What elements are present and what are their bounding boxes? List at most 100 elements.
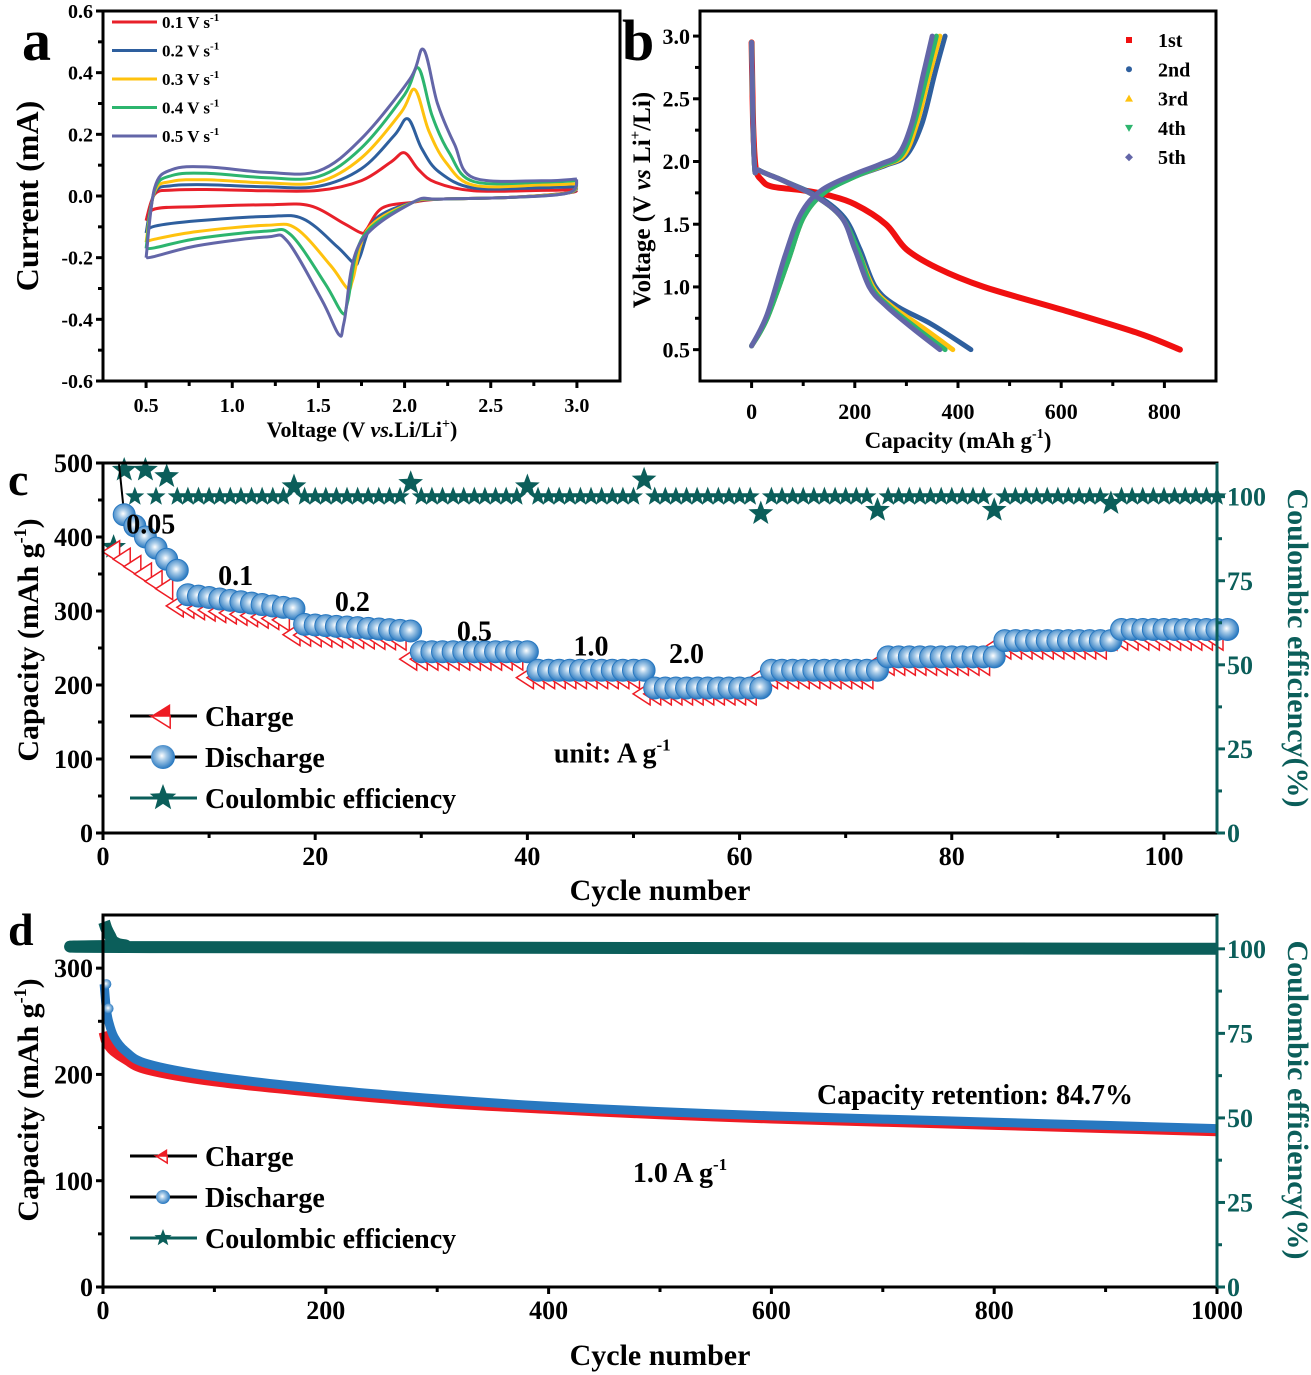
panel-c-y2-ticks: 0 25 50 75 100: [1217, 483, 1266, 848]
ce-star-point: [326, 486, 346, 505]
ce-star-point: [411, 486, 431, 505]
panel-d-legend: Charge Discharge Coulombic efficiency: [130, 1142, 456, 1255]
y2-tick-label: 0: [1227, 1273, 1240, 1302]
ce-star-point: [231, 486, 251, 505]
panel-d-y-axis-label: Capacity (mAh g-1): [10, 978, 45, 1221]
ce-star-point: [1154, 486, 1174, 505]
rate-label: 0.05: [126, 509, 175, 540]
legend-label-3rd: 3rd: [1158, 89, 1188, 111]
x-tick-label: 2.5: [478, 395, 503, 417]
ce-star-point: [146, 486, 166, 505]
ce-star-point: [433, 486, 452, 505]
y-tick-label: 0.6: [68, 1, 93, 23]
y-tick-label: 100: [54, 1167, 93, 1196]
x-tick-label: 0: [746, 399, 757, 424]
panel-c-y-ticks: 0 100 200 300 400 500: [54, 449, 103, 848]
x-tick-label: 400: [529, 1296, 568, 1325]
ce-star-point: [1186, 486, 1206, 505]
ce-star-point: [549, 486, 569, 505]
panel-a-x-axis-label: Voltage (V vs.Li/Li+): [267, 417, 458, 442]
y2-tick-label: 100: [1227, 935, 1266, 964]
panel-c-legend: Charge Discharge Coulombic efficiency: [130, 702, 456, 815]
ce-star-point: [220, 486, 240, 505]
panel-b-label: b: [622, 8, 654, 73]
panel-c-series-group: [101, 457, 1240, 707]
ce-star-point: [111, 457, 137, 481]
ce-star-point: [1143, 486, 1163, 505]
ce-star-point: [581, 486, 601, 505]
ce-star-point: [443, 486, 463, 505]
x-tick-label: 0: [97, 842, 110, 871]
y-tick-label: 0.5: [663, 337, 691, 362]
charge-curve-3rd: [749, 33, 943, 349]
ce-star-point: [889, 486, 909, 505]
legend-label-circle: Discharge: [205, 743, 325, 774]
x-tick-label: 60: [727, 842, 753, 871]
ce-star-point: [263, 486, 283, 505]
ce-star-point: [189, 486, 208, 505]
ce-star-point: [804, 486, 824, 505]
legend-superscript: -1: [210, 41, 219, 53]
star-marker-icon: [149, 784, 177, 810]
ce-star-point: [305, 486, 325, 505]
ce-star-point: [772, 486, 792, 505]
unit-superscript: -1: [657, 736, 671, 755]
triangle-left-marker-icon: [156, 1149, 168, 1156]
ce-star-point: [974, 486, 994, 505]
ce-star-point: [899, 486, 919, 505]
ce-star-point: [761, 486, 781, 505]
ce-star-point: [740, 486, 760, 505]
ce-star-point: [1069, 486, 1089, 505]
legend-label-4: 0.4 V s-1: [162, 98, 219, 118]
panel-c-y-axis-label: Capacity (mAh g-1): [10, 518, 45, 761]
ce-star-point: [793, 486, 813, 505]
ce-star-point: [560, 486, 580, 505]
x-tick-label: 200: [306, 1296, 345, 1325]
legend-superscript: -1: [210, 12, 219, 24]
ce-star-point: [942, 486, 962, 505]
legend-label-2: 0.2 V s-1: [162, 41, 219, 61]
circle-marker-icon: [1126, 66, 1132, 73]
legend-label-star: Coulombic efficiency: [205, 1224, 456, 1255]
panel-a-legend: 0.1 V s-1 0.2 V s-1 0.3 V s-1 0.4 V s-1 0.5 …: [112, 12, 219, 146]
ce-star-point: [570, 486, 590, 505]
legend-label-1: 0.1 V s-1: [162, 12, 219, 32]
panel-b-frame: [698, 9, 1218, 383]
y-tick-label: 2.5: [663, 86, 691, 111]
y-tick-label: 400: [54, 523, 93, 552]
discharge-series: [112, 503, 1240, 700]
y2-tick-label: 50: [1227, 651, 1253, 680]
unit-note: unit: A g-1: [554, 736, 671, 770]
discharge-point: [399, 619, 423, 643]
panel-c-x-ticks: 0 20 40 60 80 100: [97, 833, 1183, 871]
y-tick-label: 200: [54, 671, 93, 700]
x-tick-label: 200: [838, 399, 871, 424]
legend-label-2nd: 2nd: [1158, 59, 1190, 81]
square-marker-icon: [1126, 37, 1132, 43]
ce-star-point: [910, 486, 930, 505]
y-tick-label: -0.6: [61, 371, 93, 393]
legend-label-circle: Discharge: [205, 1183, 325, 1214]
ce-star-point: [337, 486, 357, 505]
star-marker-icon: [154, 1229, 172, 1246]
x-tick-label: 1.5: [306, 395, 331, 417]
panel-b-y-axis-label: Voltage (V vs Li+/Li): [628, 92, 656, 308]
discharge-curve-4th: [749, 39, 948, 353]
ce-star-point: [931, 486, 951, 505]
ce-star-point: [624, 486, 643, 505]
y-tick-label: 0.0: [68, 186, 93, 208]
ce-star-point: [464, 486, 484, 505]
panel-c-y2-axis-label: Coulombic efficiency(%): [1281, 488, 1311, 807]
triangle-up-marker-icon: [1125, 94, 1133, 102]
ce-star-point: [730, 486, 750, 505]
ce-star-point: [921, 486, 941, 505]
ce-star-point: [1196, 486, 1216, 505]
y2-tick-label: 25: [1227, 735, 1253, 764]
triangle-left-marker-outline-icon: [153, 1155, 168, 1165]
ce-star-point: [963, 486, 983, 505]
legend-superscript: -1: [210, 98, 219, 110]
current-density-superscript: -1: [713, 1155, 727, 1174]
cv-curve-cathodic-5: [145, 178, 579, 338]
discharge-series: [99, 983, 1218, 1134]
rate-label: 2.0: [669, 639, 704, 670]
